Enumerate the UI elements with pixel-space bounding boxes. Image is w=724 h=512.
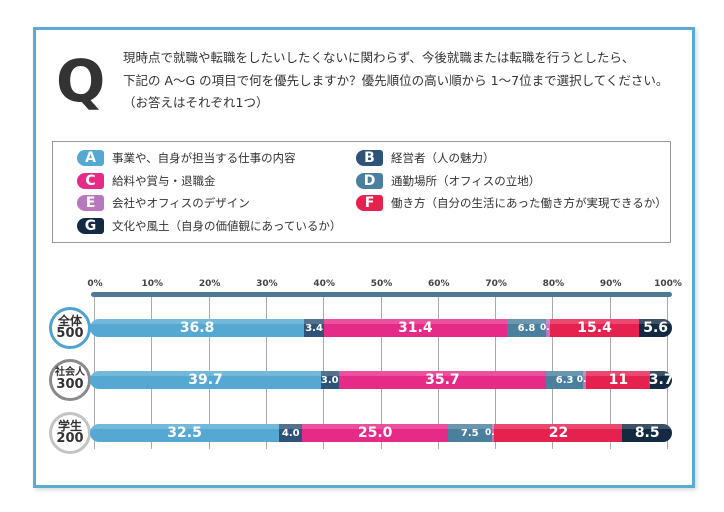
bar-segment-f: 22 bbox=[494, 424, 623, 442]
bar-segment-a: 36.8 bbox=[90, 319, 305, 337]
x-tick-label: 10% bbox=[141, 279, 164, 289]
bar-segment-a: 39.7 bbox=[90, 371, 322, 389]
legend-label-c: 給料や賞与・退職金 bbox=[112, 173, 216, 188]
x-tick-label: 100% bbox=[654, 279, 682, 289]
row-label-circle: 学生 200 bbox=[49, 412, 91, 454]
stacked-bar: 32.5 4.0 25.0 7.5 0.5 22 8.5 bbox=[90, 424, 672, 442]
legend-badge-d: D bbox=[356, 172, 383, 189]
legend-badge-b: B bbox=[356, 149, 383, 166]
bar-segment-d: 6.8 bbox=[506, 319, 547, 337]
bar-segment-g: 3.7 bbox=[648, 371, 672, 389]
bar-value-label: 4.0 bbox=[281, 427, 300, 439]
stacked-bar: 36.8 3.4 31.4 6.8 0.6 15.4 5.6 bbox=[90, 319, 672, 337]
bar-segment-e: 0.6 bbox=[577, 371, 593, 389]
legend-item-a: A 事業や、自身が担当する仕事の内容 bbox=[77, 149, 296, 166]
legend-item-e: E 会社やオフィスのデザイン bbox=[77, 194, 250, 211]
bar-value-label: 0.6 bbox=[540, 323, 556, 333]
legend-item-c: C 給料や賞与・退職金 bbox=[77, 172, 216, 189]
legend-label-d: 通勤場所（オフィスの立地） bbox=[391, 173, 541, 188]
row-label: 社会人 bbox=[55, 366, 85, 378]
bar-value-label: 3.0 bbox=[320, 374, 339, 386]
bar-segment-e: 0.5 bbox=[485, 424, 501, 442]
row-label-circle: 全体 500 bbox=[49, 307, 91, 349]
row-label: 学生 bbox=[57, 418, 82, 433]
legend-label-g: 文化や風土（自身の価値観にあっているか） bbox=[112, 218, 342, 233]
bar-value-label: 3.7 bbox=[648, 372, 672, 388]
question-line-2: 下記の A～G の項目で何を優先しますか？優先順位の高い順から 1～7位まで選択… bbox=[123, 72, 669, 88]
row-label: 全体 bbox=[57, 313, 82, 328]
legend-label-a: 事業や、自身が担当する仕事の内容 bbox=[112, 150, 296, 165]
question-text: 現時点で就職や転職をしたいしたくないに関わらず、今後就職または転職を行うとしたら… bbox=[123, 47, 668, 115]
axis-bar bbox=[91, 292, 672, 297]
x-tick-label: 90% bbox=[599, 279, 622, 289]
bar-value-label: 25.0 bbox=[357, 425, 393, 441]
bar-segment-a: 32.5 bbox=[90, 424, 280, 442]
question-mark-icon: Q bbox=[56, 47, 106, 115]
row-label-circle: 社会人 300 bbox=[49, 359, 91, 401]
x-tick-label: 50% bbox=[370, 279, 393, 289]
bar-value-label: 39.7 bbox=[188, 372, 223, 388]
x-tick-label: 30% bbox=[256, 279, 278, 289]
legend-badge-c: C bbox=[77, 172, 104, 189]
bar-value-label: 35.7 bbox=[425, 372, 460, 388]
bar-value-label: 6.3 bbox=[555, 374, 574, 386]
legend-label-f: 働き方（自分の生活にあった働き方が実現できるか） bbox=[391, 195, 667, 210]
bar-value-label: 31.4 bbox=[398, 320, 433, 336]
legend-badge-f: F bbox=[356, 194, 383, 211]
bar-value-label: 3.4 bbox=[305, 322, 323, 334]
bar-segment-c: 35.7 bbox=[338, 371, 547, 389]
bar-segment-e: 0.6 bbox=[540, 319, 556, 337]
bar-value-label: 5.6 bbox=[643, 320, 669, 336]
bar-value-label: 8.5 bbox=[634, 425, 660, 441]
legend-label-e: 会社やオフィスのデザイン bbox=[112, 195, 250, 210]
bar-segment-d: 6.3 bbox=[546, 371, 583, 389]
bar-segment-d: 7.5 bbox=[447, 424, 492, 442]
bar-value-label: 7.5 bbox=[460, 427, 479, 439]
x-tick-label: 0% bbox=[87, 279, 103, 289]
bar-segment-b: 3.4 bbox=[304, 319, 324, 337]
row-count: 500 bbox=[56, 326, 84, 342]
bar-value-label: 36.8 bbox=[179, 320, 215, 336]
legend-item-f: F 働き方（自分の生活にあった働き方が実現できるか） bbox=[356, 194, 667, 211]
row-count: 200 bbox=[56, 431, 84, 447]
bar-value-label: 32.5 bbox=[167, 425, 202, 441]
bar-segment-f: 15.4 bbox=[549, 319, 640, 337]
legend-item-b: B 経営者（人の魅力） bbox=[356, 149, 495, 166]
legend-badge-a: A bbox=[77, 149, 104, 166]
row-count: 300 bbox=[56, 377, 84, 393]
question-line-1: 現時点で就職や転職をしたいしたくないに関わらず、今後就職または転職を行うとしたら… bbox=[123, 50, 635, 65]
legend-badge-e: E bbox=[77, 194, 104, 211]
x-tick-label: 20% bbox=[198, 279, 221, 289]
x-tick-label: 80% bbox=[542, 279, 565, 289]
bar-value-label: 0.5 bbox=[485, 428, 501, 438]
bar-segment-b: 3.0 bbox=[320, 371, 339, 389]
bar-value-label: 0.6 bbox=[576, 375, 593, 385]
bar-value-label: 11 bbox=[608, 372, 629, 388]
legend-label-b: 経営者（人の魅力） bbox=[391, 150, 495, 165]
bar-segment-f: 11 bbox=[586, 371, 651, 389]
bar-segment-c: 31.4 bbox=[323, 319, 507, 337]
legend-item-g: G 文化や風土（自身の価値観にあっているか） bbox=[77, 217, 341, 234]
stacked-bar: 39.7 3.0 35.7 6.3 0.6 11 3.7 bbox=[90, 371, 672, 389]
legend-item-d: D 通勤場所（オフィスの立地） bbox=[356, 172, 540, 189]
bar-segment-g: 8.5 bbox=[622, 424, 672, 442]
question-line-3: （お答えはそれぞれ1つ） bbox=[123, 95, 269, 110]
legend: A 事業や、自身が担当する仕事の内容 B 経営者（人の魅力） C 給料や賞与・退… bbox=[52, 141, 671, 243]
legend-badge-g: G bbox=[77, 217, 104, 234]
bar-value-label: 15.4 bbox=[577, 320, 612, 336]
question-frame bbox=[33, 27, 695, 488]
bar-segment-c: 25.0 bbox=[302, 424, 448, 442]
x-tick-label: 70% bbox=[485, 279, 507, 289]
bar-value-label: 6.8 bbox=[517, 322, 536, 334]
bar-value-label: 22 bbox=[548, 425, 569, 441]
x-tick-label: 60% bbox=[428, 279, 450, 289]
x-tick-label: 40% bbox=[313, 279, 335, 289]
bar-segment-g: 5.6 bbox=[639, 319, 672, 337]
bar-segment-b: 4.0 bbox=[279, 424, 303, 442]
